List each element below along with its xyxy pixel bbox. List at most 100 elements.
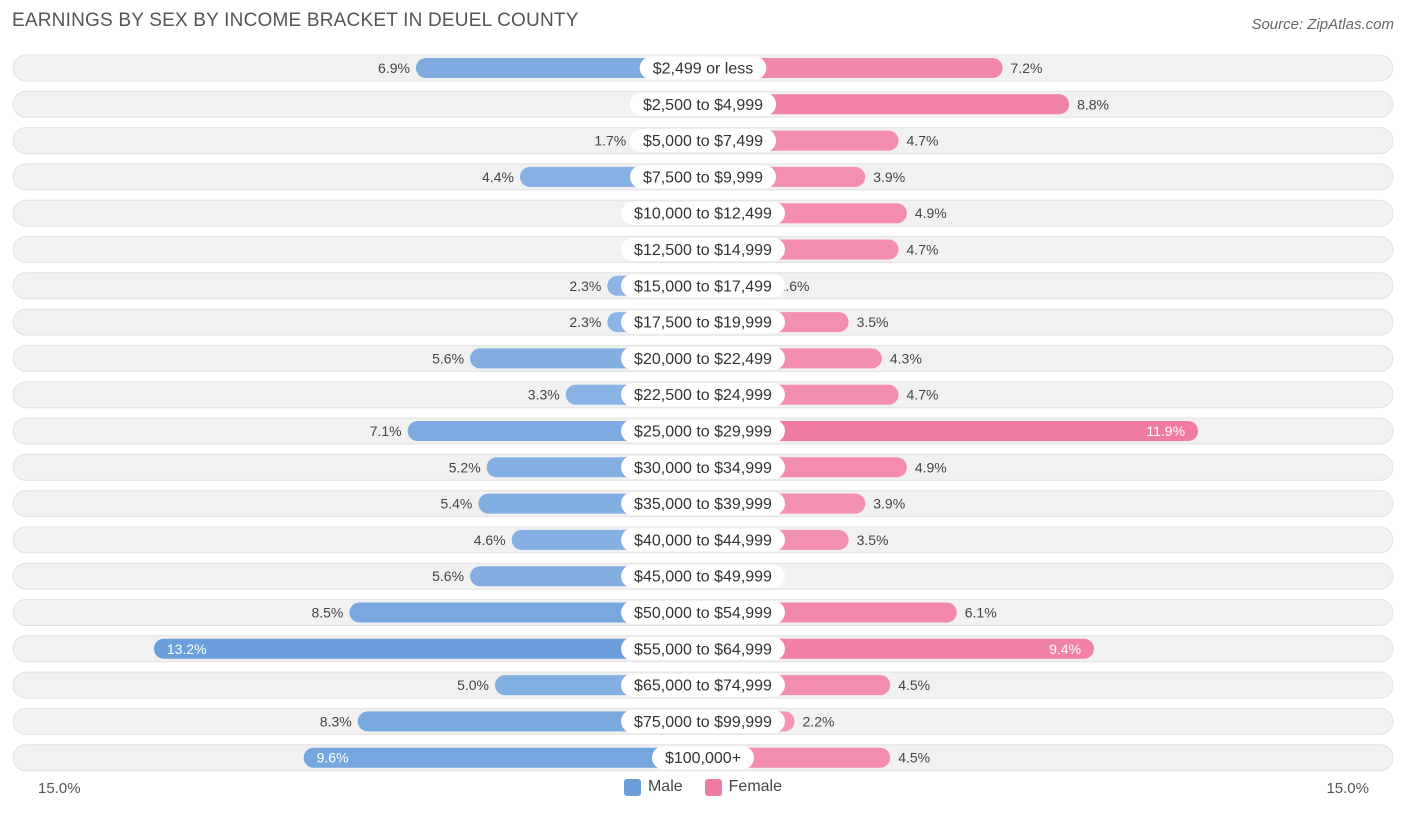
category-label: $25,000 to $29,999 [634,424,772,441]
chart-row: 5.6% 4.3% $20,000 to $22,499 [12,344,1394,372]
category-pill [629,92,777,116]
chart-row: 4.6% 3.5% $40,000 to $44,999 [12,526,1394,554]
chart-row: 3.3% 4.7% $22,500 to $24,999 [12,381,1394,409]
bar-male [153,638,713,659]
value-label-male: 3.3% [528,387,560,403]
chart-row: 0.38%4.7%$12,500 to $14,999 [12,236,1394,263]
category-pill [621,383,785,407]
chart-row: 5.0% 4.5% $65,000 to $74,999 [12,671,1394,699]
category-pill [621,310,785,334]
legend-label-female: Female [728,778,783,795]
value-label-female: 4.7% [907,242,939,258]
value-label-male: 5.6% [432,350,464,366]
category-pill [621,709,785,733]
category-pill [621,528,785,552]
value-label-male: 2.3% [569,314,601,330]
category-label: $30,000 to $34,999 [634,460,772,477]
category-pill [621,601,785,624]
value-label-female: 4.9% [915,459,947,475]
value-label-female: 2.2% [803,713,835,729]
chart-row: 5.6%0.78%$45,000 to $49,999 [12,562,1394,590]
bar-female [693,421,1199,441]
value-label-female: 3.5% [857,314,889,330]
bar-male [349,602,713,623]
value-label-female: 8.8% [1077,96,1109,112]
legend-item-female[interactable]: Female [704,778,783,796]
chart-row: 9.6% 4.5% $100,000+ [12,744,1394,772]
category-pill [621,637,785,661]
category-label: $7,500 to $9,999 [643,169,763,186]
value-label-male: 1.7% [594,133,626,149]
value-label-male: 9.6% [317,750,349,766]
value-label-male: 7.1% [370,423,402,439]
value-label-male: 8.3% [320,713,352,729]
legend-swatch-female [704,778,722,796]
value-label-female: 9.4% [1049,641,1081,657]
category-pill [639,56,767,80]
value-label-male: 5.2% [449,459,481,475]
chart-row: 8.3% 2.2% $75,000 to $99,999 [12,707,1394,735]
category-label: $50,000 to $54,999 [634,605,772,622]
category-pill [621,419,785,443]
chart-row: 13.2% 9.4% $55,000 to $64,999 [12,635,1394,663]
category-label: $2,500 to $4,999 [643,97,763,114]
chart-row: 4.4% 3.9% $7,500 to $9,999 [12,163,1394,191]
legend-label-male: Male [647,778,683,795]
category-label: $45,000 to $49,999 [634,569,772,586]
category-pill [621,238,785,261]
category-label: $15,000 to $17,499 [634,278,772,295]
category-pill [629,129,777,153]
category-label: $100,000+ [665,750,741,767]
category-pill [621,274,785,298]
value-label-female: 4.7% [907,133,939,149]
category-label: $65,000 to $74,999 [634,678,772,695]
source-label: Source: ZipAtlas.com [1251,16,1394,33]
category-label: $20,000 to $22,499 [634,351,772,368]
legend-item-male[interactable]: Male [623,778,683,796]
chart-row: 6.9% 7.2% $2,499 or less [12,54,1394,82]
value-label-female: 4.5% [898,677,930,693]
value-label-male: 5.0% [457,677,489,693]
category-label: $5,000 to $7,499 [643,133,763,150]
category-pill [621,346,785,370]
category-label: $22,500 to $24,999 [634,387,772,404]
value-label-male: 5.4% [440,496,472,512]
value-label-male: 6.9% [378,60,410,76]
bar-male [415,58,713,78]
category-pill [621,564,785,588]
value-label-female: 3.9% [873,496,905,512]
category-label: $75,000 to $99,999 [634,714,772,731]
value-label-male: 8.5% [311,605,343,621]
value-label-female: 4.3% [890,350,922,366]
category-label: $55,000 to $64,999 [634,641,772,658]
axis-left-label: 15.0% [38,780,81,797]
value-label-female: 3.9% [873,169,905,185]
category-label: $35,000 to $39,999 [634,496,772,513]
value-label-female: 4.7% [907,387,939,403]
value-label-male: 13.2% [167,641,207,657]
value-label-male: 5.6% [432,568,464,584]
category-label: $2,499 or less [653,61,754,78]
chart-row: 7.1% 11.9% $25,000 to $29,999 [12,417,1394,445]
chart-title: EARNINGS BY SEX BY INCOME BRACKET IN DEU… [12,10,579,31]
chart-row: 8.5% 6.1% $50,000 to $54,999 [12,599,1394,626]
category-pill [621,455,785,479]
category-pill [621,492,785,516]
chart-row: 5.4% 3.9% $35,000 to $39,999 [12,490,1394,518]
chart-row: 2.3% 1.6% $15,000 to $17,499 [12,272,1394,300]
category-pill [651,746,755,770]
category-label: $17,500 to $19,999 [634,315,772,332]
value-label-male: 2.3% [569,278,601,294]
value-label-female: 4.5% [898,750,930,766]
value-label-female: 4.9% [915,205,947,221]
legend-swatch-male [623,778,641,796]
category-pill [629,165,777,189]
bar-male [303,747,713,768]
category-pill [621,673,785,697]
chart-row: 0.58%4.9%$10,000 to $12,499 [12,199,1394,227]
bar-female [693,58,1003,78]
axis-right-label: 15.0% [1326,780,1369,797]
value-label-female: 11.9% [1146,423,1185,439]
chart-row: 5.2% 4.9% $30,000 to $34,999 [12,453,1394,481]
